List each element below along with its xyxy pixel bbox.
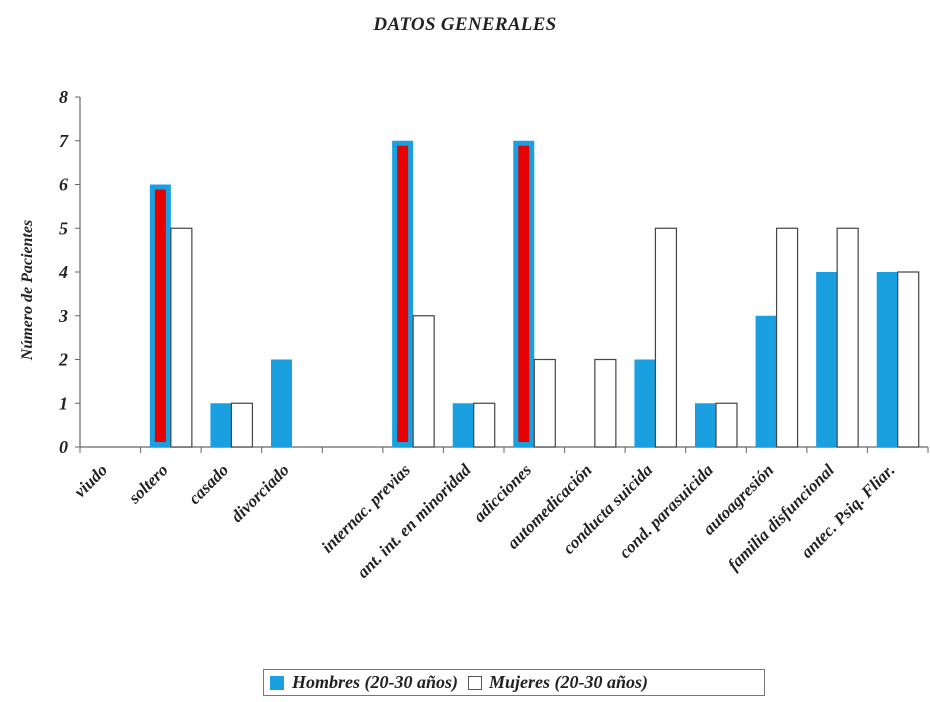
bar-hombres bbox=[695, 403, 716, 447]
y-tick-label: 6 bbox=[59, 175, 68, 195]
bar-mujeres bbox=[533, 358, 556, 448]
x-tick-label: divorciado bbox=[227, 460, 293, 526]
bar-mujeres bbox=[836, 227, 859, 448]
bar-hombres bbox=[876, 272, 898, 447]
bar-hombres bbox=[816, 272, 838, 447]
bar-mujeres bbox=[594, 358, 617, 448]
bar-hombres bbox=[755, 315, 777, 447]
bars bbox=[149, 140, 920, 448]
x-tick-label: viudo bbox=[70, 460, 111, 501]
chart-title: DATOS GENERALES bbox=[373, 14, 557, 35]
y-tick-label: 4 bbox=[58, 262, 68, 282]
y-tick-label: 3 bbox=[58, 306, 68, 326]
axes bbox=[75, 96, 929, 453]
bar-hombres-highlight bbox=[397, 145, 409, 442]
x-tick-label: ant. int. en minoridad bbox=[353, 460, 475, 582]
x-tick-label: soltero bbox=[124, 460, 172, 508]
bar-mujeres bbox=[170, 227, 193, 448]
x-tick-label: casado bbox=[185, 460, 232, 507]
y-tick-label: 5 bbox=[59, 218, 68, 238]
bar-mujeres bbox=[654, 227, 678, 448]
bar-hombres bbox=[210, 403, 232, 447]
bar-hombres bbox=[271, 359, 292, 447]
bar-hombres-highlight bbox=[154, 189, 166, 442]
y-tick-label: 7 bbox=[59, 131, 69, 151]
bar-mujeres bbox=[473, 402, 496, 448]
y-tick-label: 2 bbox=[58, 350, 68, 370]
y-tick-label: 0 bbox=[59, 437, 68, 457]
legend-swatch-hombres bbox=[270, 675, 284, 690]
bar-mujeres bbox=[412, 315, 435, 448]
bar-mujeres bbox=[230, 402, 254, 448]
legend-swatch-mujeres bbox=[468, 675, 482, 690]
legend-label-hombres: Hombres (20-30 años) bbox=[292, 672, 458, 692]
bar-hombres bbox=[634, 359, 656, 447]
bar-hombres bbox=[452, 403, 474, 447]
legend: Hombres (20-30 años) Mujeres (20-30 años… bbox=[263, 669, 765, 696]
bar-mujeres bbox=[775, 227, 799, 448]
x-tick-label: familia disfuncional bbox=[724, 460, 838, 574]
bar-mujeres bbox=[715, 402, 738, 448]
y-tick-label: 1 bbox=[59, 393, 68, 413]
bar-hombres-highlight bbox=[518, 145, 530, 442]
bar-mujeres bbox=[897, 271, 920, 448]
y-tick-label: 8 bbox=[59, 87, 68, 107]
legend-label-mujeres: Mujeres (20-30 años) bbox=[489, 672, 649, 692]
